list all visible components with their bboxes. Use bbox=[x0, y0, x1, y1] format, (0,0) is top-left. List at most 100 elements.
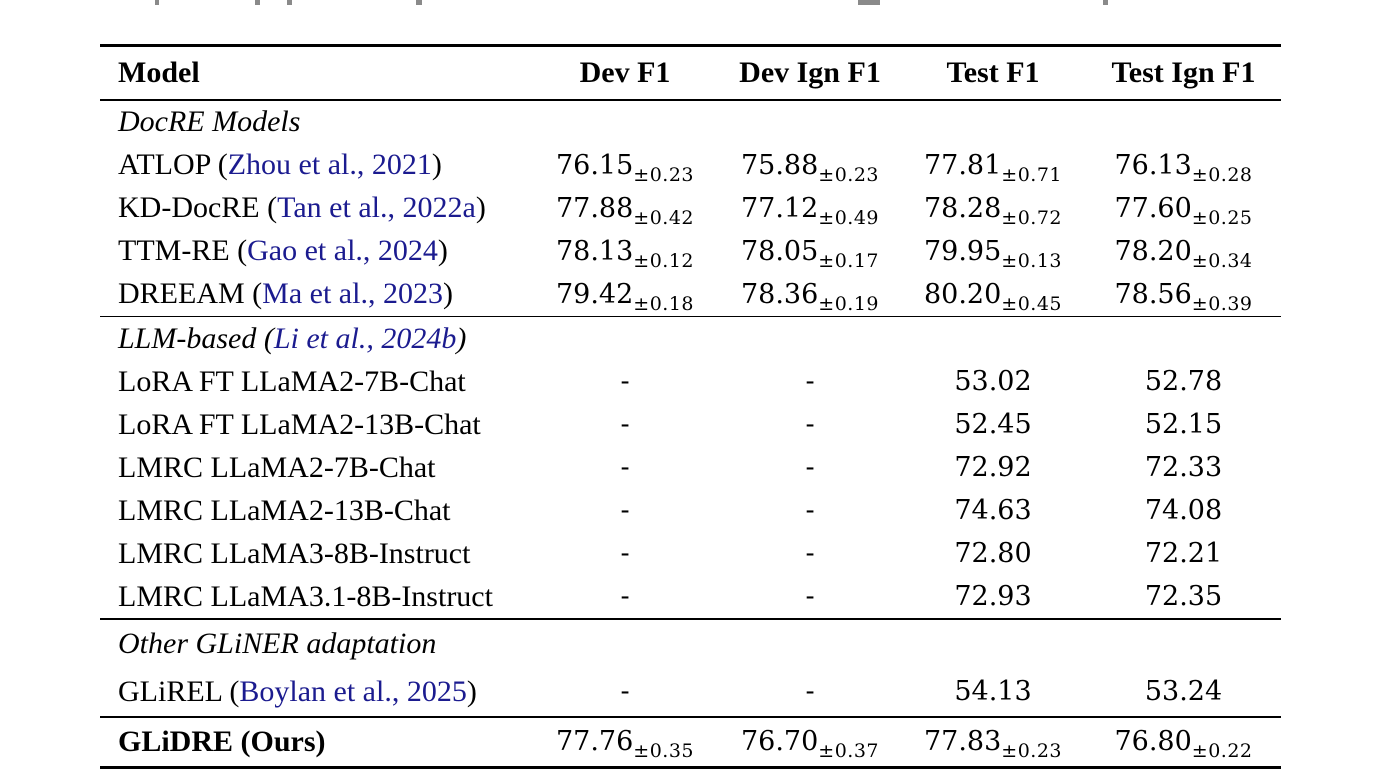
dev-f1-value: 78.13±0.12 bbox=[555, 235, 695, 272]
caption-fragment bbox=[255, 0, 260, 5]
test-ign-f1-value: 72.33 bbox=[1144, 452, 1223, 483]
section-row-other-gliner: Other GLiNER adaptation bbox=[100, 620, 1281, 668]
section-label: DocRE Models bbox=[118, 105, 301, 138]
model-name: KD-DocRE ( bbox=[118, 191, 278, 224]
table-row: LMRC LLaMA3.1-8B-Instruct - - 72.93 72.3… bbox=[100, 575, 1281, 618]
test-f1-value: 74.63 bbox=[954, 495, 1032, 526]
test-ign-f1-value: 74.08 bbox=[1144, 495, 1223, 526]
section-rule bbox=[100, 618, 1281, 620]
citation-link[interactable]: Zhou et al., 2021 bbox=[227, 148, 432, 181]
dev-f1-value: - bbox=[620, 538, 630, 569]
test-ign-f1-value: 76.80±0.22 bbox=[1114, 726, 1253, 762]
dev-ign-f1-value: - bbox=[805, 538, 815, 569]
model-name: DREEAM ( bbox=[118, 277, 263, 310]
test-f1-value: 77.83±0.23 bbox=[923, 726, 1063, 762]
results-table: Model Dev F1 Dev Ign F1 Test F1 Test Ign… bbox=[100, 44, 1281, 769]
dev-f1-value: 77.88±0.42 bbox=[555, 192, 695, 229]
test-f1-value: 72.80 bbox=[954, 538, 1032, 569]
model-name-suffix: ) bbox=[431, 148, 442, 181]
column-header-test-f1: Test F1 bbox=[946, 56, 1040, 89]
table-row: DREEAM (Ma et al., 2023) 79.42±0.18 78.3… bbox=[100, 273, 1281, 316]
model-name-suffix: ) bbox=[466, 674, 477, 708]
model-name-suffix: ) bbox=[475, 191, 486, 224]
table-row: KD-DocRE (Tan et al., 2022a) 77.88±0.42 … bbox=[100, 187, 1281, 230]
section-row-llm-based: LLM-based (Li et al., 2024b) bbox=[100, 317, 1281, 360]
test-ign-f1-value: 77.60±0.25 bbox=[1114, 192, 1253, 229]
table-header-row: Model Dev F1 Dev Ign F1 Test F1 Test Ign… bbox=[100, 47, 1281, 99]
test-f1-value: 77.81±0.71 bbox=[923, 149, 1063, 186]
table-row: LoRA FT LLaMA2-7B-Chat - - 53.02 52.78 bbox=[100, 360, 1281, 403]
column-header-test-ign-f1: Test Ign F1 bbox=[1111, 56, 1256, 89]
table-row: GLiREL (Boylan et al., 2025) - - 54.13 5… bbox=[100, 668, 1281, 716]
dev-ign-f1-value: 76.70±0.37 bbox=[740, 726, 880, 762]
dev-ign-f1-value: - bbox=[805, 366, 815, 397]
test-ign-f1-value: 72.21 bbox=[1144, 538, 1223, 569]
test-ign-f1-value: 72.35 bbox=[1144, 581, 1223, 612]
dev-ign-f1-value: 77.12±0.49 bbox=[740, 192, 880, 229]
dev-f1-value: - bbox=[620, 366, 630, 397]
dev-f1-value: - bbox=[620, 676, 630, 707]
table-row: ATLOP (Zhou et al., 2021) 76.15±0.23 75.… bbox=[100, 144, 1281, 187]
table-top-rule bbox=[100, 44, 1281, 47]
test-f1-value: 79.95±0.13 bbox=[923, 235, 1063, 272]
dev-f1-value: 77.76±0.35 bbox=[555, 726, 695, 762]
dev-ign-f1-value: 78.05±0.17 bbox=[740, 235, 880, 272]
caption-fragment bbox=[1103, 0, 1108, 5]
model-name: LoRA FT LLaMA2-7B-Chat bbox=[118, 364, 466, 398]
pre-final-rule bbox=[100, 715, 1281, 718]
model-name: GLiREL ( bbox=[118, 674, 240, 708]
column-header-dev-f1: Dev F1 bbox=[579, 56, 671, 89]
test-f1-value: 78.28±0.72 bbox=[923, 192, 1063, 229]
section-row-docre-models: DocRE Models bbox=[100, 101, 1281, 144]
dev-ign-f1-value: - bbox=[805, 581, 815, 612]
citation-link[interactable]: Tan et al., 2022a bbox=[277, 191, 476, 224]
test-ign-f1-value: 52.15 bbox=[1144, 409, 1223, 440]
table-row: TTM-RE (Gao et al., 2024) 78.13±0.12 78.… bbox=[100, 230, 1281, 273]
citation-link[interactable]: Li et al., 2024b bbox=[273, 321, 457, 355]
model-name: LoRA FT LLaMA2-13B-Chat bbox=[118, 407, 481, 441]
caption-fragment bbox=[416, 0, 422, 5]
model-name: TTM-RE ( bbox=[118, 234, 248, 267]
test-f1-value: 72.92 bbox=[954, 452, 1032, 483]
citation-link[interactable]: Boylan et al., 2025 bbox=[239, 674, 467, 708]
section-rule bbox=[100, 315, 1281, 317]
section-label-suffix: ) bbox=[456, 321, 467, 355]
caption-fragment bbox=[155, 0, 159, 5]
table-bottom-rule bbox=[100, 765, 1281, 769]
dev-ign-f1-value: - bbox=[805, 452, 815, 483]
dev-f1-value: - bbox=[620, 581, 630, 612]
citation-link[interactable]: Ma et al., 2023 bbox=[262, 277, 443, 310]
header-rule bbox=[100, 99, 1281, 101]
model-name: LMRC LLaMA2-13B-Chat bbox=[118, 493, 451, 527]
test-f1-value: 72.93 bbox=[954, 581, 1032, 612]
model-name: LMRC LLaMA3.1-8B-Instruct bbox=[118, 579, 493, 613]
dev-ign-f1-value: - bbox=[805, 409, 815, 440]
dev-f1-value: - bbox=[620, 409, 630, 440]
table-row: LMRC LLaMA2-7B-Chat - - 72.92 72.33 bbox=[100, 446, 1281, 489]
caption-fragment bbox=[858, 0, 880, 5]
column-header-dev-ign-f1: Dev Ign F1 bbox=[739, 56, 881, 89]
dev-f1-value: - bbox=[620, 452, 630, 483]
citation-link[interactable]: Gao et al., 2024 bbox=[247, 234, 438, 267]
dev-f1-value: 76.15±0.23 bbox=[555, 149, 695, 186]
test-ign-f1-value: 76.13±0.28 bbox=[1114, 149, 1253, 186]
model-name: GLiDRE (Ours) bbox=[118, 724, 326, 758]
section-label: Other GLiNER adaptation bbox=[118, 626, 437, 660]
test-f1-value: 53.02 bbox=[954, 366, 1032, 397]
model-name: LMRC LLaMA2-7B-Chat bbox=[118, 450, 436, 484]
test-f1-value: 80.20±0.45 bbox=[923, 278, 1063, 315]
dev-ign-f1-value: - bbox=[805, 676, 815, 707]
column-header-model: Model bbox=[118, 56, 200, 89]
test-ign-f1-value: 52.78 bbox=[1144, 366, 1223, 397]
dev-ign-f1-value: 78.36±0.19 bbox=[740, 278, 880, 315]
table-row-ours: GLiDRE (Ours) 77.76±0.35 76.70±0.37 77.8… bbox=[100, 718, 1281, 766]
test-f1-value: 54.13 bbox=[954, 676, 1032, 707]
table-row: LoRA FT LLaMA2-13B-Chat - - 52.45 52.15 bbox=[100, 403, 1281, 446]
table-row: LMRC LLaMA3-8B-Instruct - - 72.80 72.21 bbox=[100, 532, 1281, 575]
model-name-suffix: ) bbox=[442, 277, 453, 310]
model-name-suffix: ) bbox=[437, 234, 448, 267]
dev-ign-f1-value: - bbox=[805, 495, 815, 526]
dev-ign-f1-value: 75.88±0.23 bbox=[740, 149, 880, 186]
model-name: ATLOP ( bbox=[118, 148, 228, 181]
caption-fragment bbox=[287, 0, 292, 5]
